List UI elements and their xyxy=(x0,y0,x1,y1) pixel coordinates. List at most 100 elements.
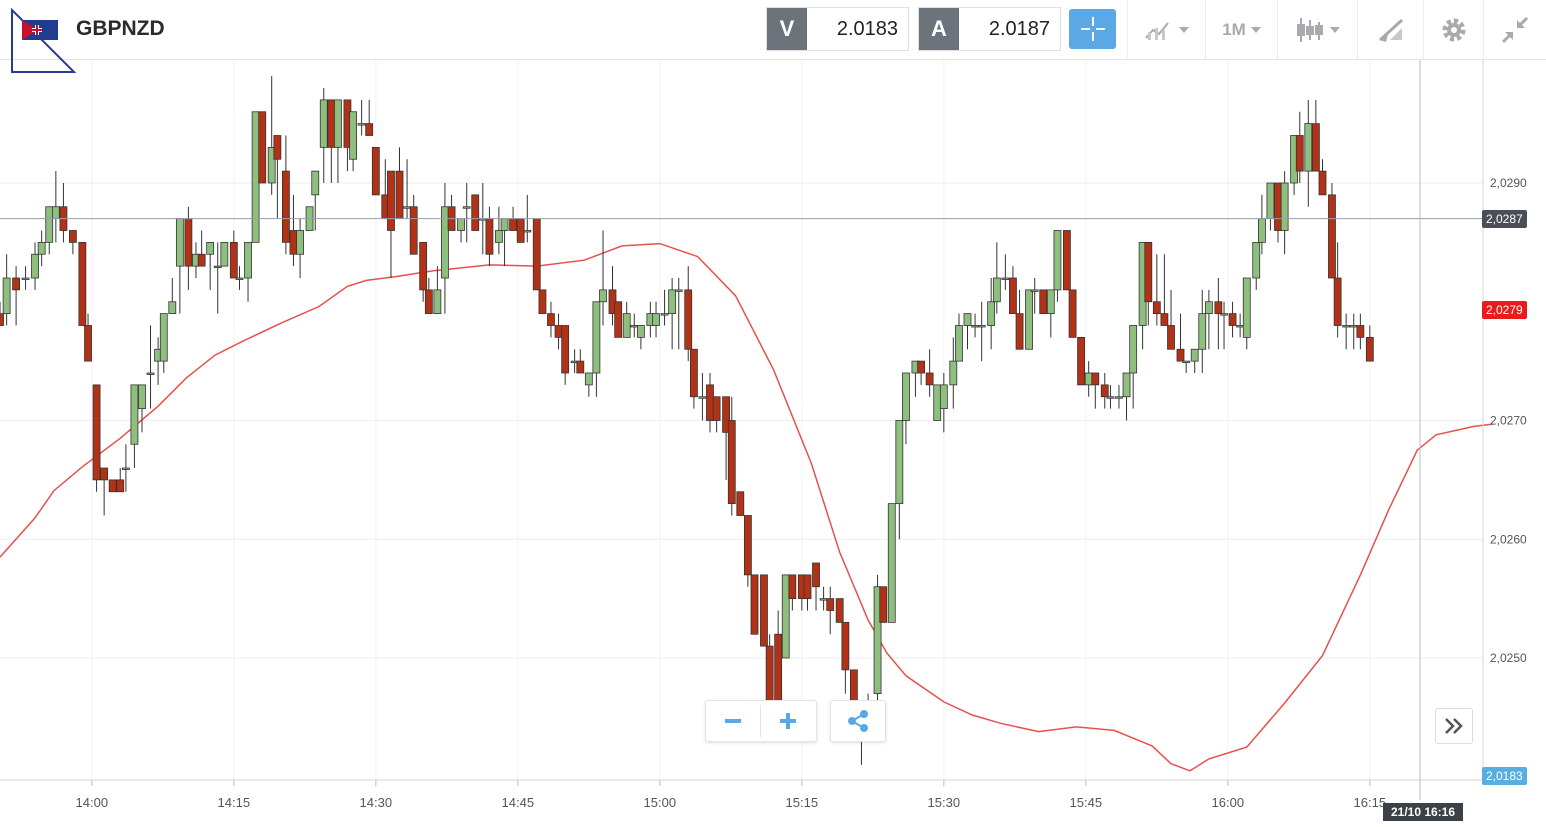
candle-up xyxy=(357,99,366,136)
candle-body xyxy=(395,170,404,220)
candle-down xyxy=(281,135,290,255)
x-tick-label: 14:15 xyxy=(218,795,251,810)
candle-body xyxy=(1228,313,1237,326)
candle-down xyxy=(371,146,380,196)
candle-down xyxy=(516,218,525,243)
candle-body xyxy=(698,396,707,399)
x-tick-label: 15:45 xyxy=(1070,795,1103,810)
x-tick-label: 14:00 xyxy=(76,795,109,810)
candle-up xyxy=(955,313,963,362)
candle-body xyxy=(122,467,130,470)
chart-type-button[interactable] xyxy=(1277,0,1357,59)
candle-body xyxy=(955,325,963,362)
candle-body xyxy=(781,574,790,659)
candle-body xyxy=(1053,230,1062,291)
timeframe-selector[interactable]: 1M xyxy=(1205,0,1277,59)
ma-line xyxy=(0,242,1493,772)
candle-up xyxy=(992,242,1001,314)
x-tick-label: 14:30 xyxy=(360,795,393,810)
candle-down xyxy=(760,574,768,647)
candle-down xyxy=(614,301,623,338)
candle-down xyxy=(424,278,433,315)
candle-body xyxy=(116,479,125,493)
candle-body xyxy=(37,241,46,255)
candle-body xyxy=(244,241,252,279)
candle-body xyxy=(547,313,555,326)
settings-button[interactable] xyxy=(1423,0,1483,59)
candle-body xyxy=(51,206,60,220)
candle-body xyxy=(1242,277,1251,338)
candle-body xyxy=(1129,325,1138,374)
candle-body xyxy=(235,277,244,280)
candle-body xyxy=(722,396,730,433)
candle-down xyxy=(12,266,20,326)
candle-body xyxy=(1001,277,1010,280)
candle-down xyxy=(0,301,4,326)
buy-quote[interactable]: A 2.0187 xyxy=(918,7,1061,51)
candle-body xyxy=(630,325,639,328)
candle-body xyxy=(1258,218,1266,243)
candle-up xyxy=(599,230,607,326)
candle-up xyxy=(1220,301,1228,350)
candle-up xyxy=(175,218,184,314)
candle-body xyxy=(1009,277,1017,315)
price-chart[interactable]: 2,0250 2,0260 2,0270 2,0290 14:00 14:15 14:30 1… xyxy=(0,60,1546,827)
uk-flag-icon xyxy=(22,20,58,40)
indicators-button[interactable] xyxy=(1127,0,1205,59)
chart-toolbar: GBPNZD V 2.0183 A 2.0187 1M xyxy=(0,0,1546,73)
candle-body xyxy=(788,574,797,600)
candle-body xyxy=(977,325,986,328)
zoom-controls xyxy=(705,700,817,742)
candle-body xyxy=(599,289,607,303)
scroll-to-end-button[interactable] xyxy=(1435,708,1473,744)
sell-quote[interactable]: V 2.0183 xyxy=(766,7,909,51)
candle-body xyxy=(159,313,168,362)
zoom-in-button[interactable] xyxy=(761,701,815,741)
candle-down xyxy=(273,135,282,219)
share-icon xyxy=(848,710,868,732)
candle-down xyxy=(1015,289,1024,350)
candle-body xyxy=(902,372,910,421)
candle-body xyxy=(100,467,109,481)
candle-up xyxy=(319,88,328,183)
candle-body xyxy=(1176,348,1185,362)
crosshair-time-tag: 21/10 16:16 xyxy=(1383,803,1463,821)
candle-down xyxy=(538,289,547,315)
candle-down xyxy=(532,218,541,291)
candle-body xyxy=(1266,182,1275,220)
candle-up xyxy=(457,218,465,243)
axes: 2,0250 2,0260 2,0270 2,0290 14:00 14:15 14:30 1… xyxy=(0,60,1527,810)
candle-body xyxy=(138,384,146,410)
candle-up xyxy=(206,241,215,290)
candle-up xyxy=(1030,278,1039,314)
candle-down xyxy=(841,621,850,694)
candle-down xyxy=(92,384,101,492)
candle-up xyxy=(971,313,979,338)
candle-down xyxy=(184,206,193,290)
candle-body xyxy=(2,277,11,315)
candle-up xyxy=(977,301,986,362)
crosshair-icon xyxy=(1080,17,1105,41)
candle-body xyxy=(1328,194,1336,279)
share-button[interactable] xyxy=(830,700,886,742)
y-tick-label: 2,0270 xyxy=(1490,414,1527,428)
x-tick-label: 16:00 xyxy=(1212,795,1245,810)
candle-up xyxy=(1242,277,1251,350)
candle-body xyxy=(1182,360,1191,364)
candle-up xyxy=(130,384,139,468)
candle-down xyxy=(826,586,835,635)
candle-body xyxy=(835,598,844,623)
drawing-tools-button[interactable] xyxy=(1357,0,1423,59)
candle-up xyxy=(311,170,320,231)
candle-up xyxy=(660,289,669,326)
collapse-button[interactable] xyxy=(1483,0,1546,59)
zoom-out-button[interactable] xyxy=(706,701,760,741)
candle-body xyxy=(471,194,480,231)
candle-up xyxy=(31,242,39,290)
candle-body xyxy=(0,313,4,326)
candle-down xyxy=(1333,242,1342,338)
candle-up xyxy=(220,241,229,267)
candle-body xyxy=(289,230,298,255)
candle-body xyxy=(819,598,828,601)
crosshair-button[interactable] xyxy=(1069,9,1116,49)
